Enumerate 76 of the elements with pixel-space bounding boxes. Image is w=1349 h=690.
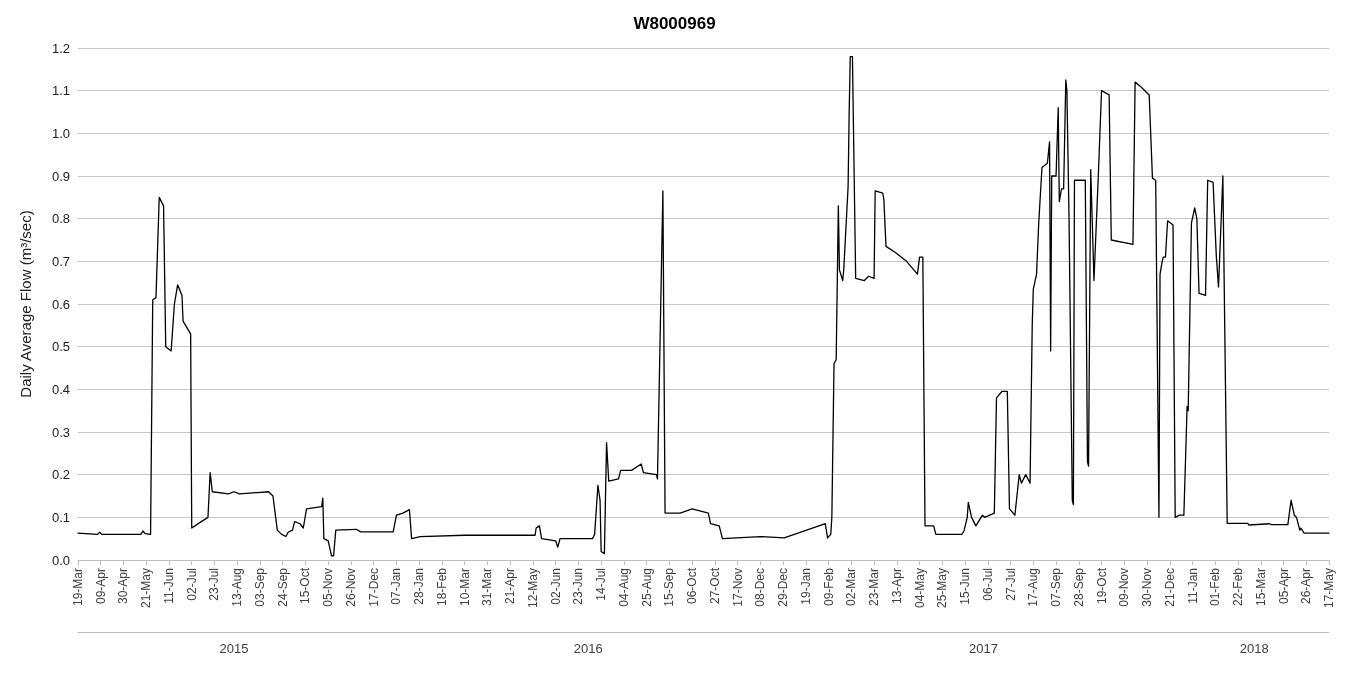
x-tick-label: 23-Jul <box>207 568 222 601</box>
x-tick-label: 15-Jun <box>958 568 973 605</box>
x-tick-label: 15-Mar <box>1253 568 1268 607</box>
x-tick-label: 19-Jan <box>798 568 813 605</box>
x-tick-label: 09-Nov <box>1117 568 1132 607</box>
y-tick-label: 0.7 <box>51 253 70 269</box>
x-tick-label: 05-Nov <box>321 568 336 607</box>
x2-tick-label: 2017 <box>969 641 998 656</box>
x-tick-label: 21-Apr <box>503 568 518 605</box>
x-tick-label: 06-Jul <box>980 568 995 601</box>
y-tick-label: 0.5 <box>51 339 70 355</box>
x-tick-label: 02-Mar <box>844 568 859 607</box>
x-tick-label: 13-Apr <box>889 568 904 605</box>
x-tick-label: 14-Jul <box>594 568 609 601</box>
x-tick-label: 02-Jul <box>184 568 199 601</box>
x-tick-label: 21-Dec <box>1162 568 1177 607</box>
x-tick-label: 15-Oct <box>298 567 313 605</box>
x-tick-label: 11-Jun <box>161 568 176 604</box>
x-tick-label: 21-May <box>139 568 154 609</box>
y-tick-label: 0.3 <box>51 424 70 440</box>
y-tick-label: 1.2 <box>51 40 70 56</box>
y-tick-label: 0.1 <box>51 509 70 525</box>
x-tick-label: 03-Sep <box>252 567 267 607</box>
y-tick-label: 0.8 <box>51 211 70 227</box>
x-tick-label: 04-May <box>912 568 927 609</box>
x2-tick-label: 2018 <box>1239 641 1269 656</box>
x-tick-label: 30-Apr <box>116 568 131 605</box>
x-tick-label: 22-Feb <box>1231 567 1246 607</box>
x-tick-label: 02-Jun <box>548 568 563 605</box>
x-tick-label: 31-Mar <box>480 568 495 607</box>
y-axis-title: Daily Average Flow (m³/sec) <box>17 210 34 398</box>
x-tick-label: 08-Dec <box>753 568 768 607</box>
x2-tick-label: 2016 <box>573 641 603 656</box>
x-tick-label: 07-Jan <box>389 568 404 605</box>
x-tick-label: 17-Dec <box>366 568 381 607</box>
x-tick-label: 28-Sep <box>1071 567 1086 607</box>
x-tick-label: 28-Jan <box>412 568 427 605</box>
y-tick-label: 0.0 <box>51 552 70 568</box>
y-tick-label: 0.6 <box>51 296 70 312</box>
x-tick-label: 10-Mar <box>457 568 472 607</box>
line-series <box>77 55 1330 557</box>
x-tick-label: 07-Sep <box>1049 567 1064 607</box>
x-tick-label: 17-May <box>1322 568 1336 609</box>
x-tick-label: 12-May <box>525 568 540 609</box>
x-tick-label: 01-Feb <box>1208 567 1223 607</box>
x-tick-label: 19-Oct <box>1094 567 1109 605</box>
x-tick-label: 24-Sep <box>275 567 290 607</box>
x-tick-label: 27-Jul <box>1003 568 1018 601</box>
x-tick-label: 29-Dec <box>776 568 791 607</box>
x-tick-label: 09-Feb <box>821 567 836 607</box>
x-tick-label: 11-Jan <box>1185 568 1200 604</box>
x-tick-label: 30-Nov <box>1140 568 1155 607</box>
x-tick-label: 15-Sep <box>662 567 677 607</box>
chart-title: W8000969 <box>633 14 716 33</box>
x2-tick-label: 2015 <box>219 641 249 656</box>
y-tick-label: 0.2 <box>51 467 70 483</box>
x-tick-label: 26-Nov <box>343 568 358 607</box>
x-tick-label: 17-Nov <box>730 568 745 607</box>
x-tick-label: 13-Aug <box>230 568 245 607</box>
x-tick-label: 09-Apr <box>93 568 108 605</box>
y-tick-label: 1.1 <box>51 83 70 99</box>
x-tick-label: 25-May <box>935 568 950 609</box>
x-tick-label: 27-Oct <box>707 567 722 605</box>
y-tick-label: 1.0 <box>51 125 70 141</box>
y-tick-label: 0.4 <box>51 381 70 397</box>
x-tick-label: 06-Oct <box>685 567 700 605</box>
x-tick-label: 19-Mar <box>71 568 85 607</box>
x-tick-label: 23-Jun <box>571 568 586 605</box>
y-tick-label: 0.9 <box>51 168 70 184</box>
x-tick-label: 17-Aug <box>1026 568 1041 607</box>
x-tick-label: 26-Apr <box>1299 568 1314 605</box>
x-tick-label: 18-Feb <box>434 567 449 607</box>
x-tick-label: 04-Aug <box>616 568 631 607</box>
x-tick-label: 05-Apr <box>1276 568 1291 605</box>
x-tick-label: 23-Mar <box>867 568 882 607</box>
x-tick-label: 25-Aug <box>639 568 654 607</box>
